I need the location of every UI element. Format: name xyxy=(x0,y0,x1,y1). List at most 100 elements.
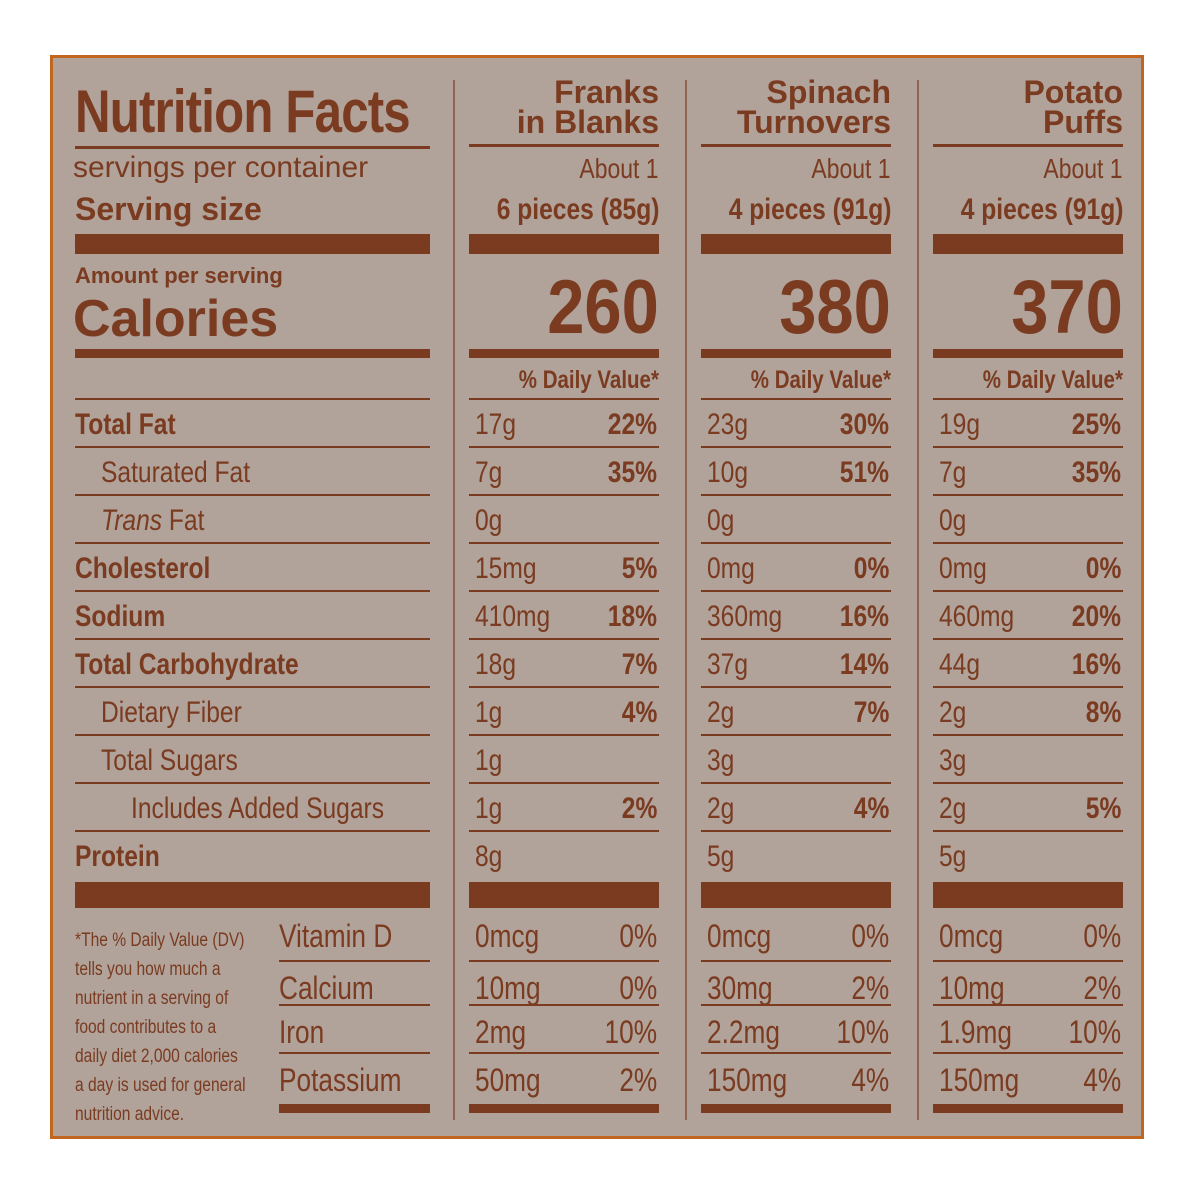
medium-rule xyxy=(701,349,891,358)
nutrient-dv: 25% xyxy=(1071,408,1121,441)
row-rule xyxy=(469,782,659,784)
thick-rule xyxy=(933,882,1123,908)
product-column: Franks in Blanks About 1 6 pieces (85g) 260%… xyxy=(469,58,659,1142)
row-rule xyxy=(701,686,891,688)
row-rule xyxy=(469,734,659,736)
vitamin-amount: 0mcg xyxy=(475,918,540,954)
serving-size-value: 4 pieces (91g) xyxy=(728,193,891,226)
nutrient-label: Saturated Fat xyxy=(101,458,250,488)
row-rule xyxy=(75,398,430,400)
nutrient-dv: 14% xyxy=(839,648,889,681)
thick-rule xyxy=(469,882,659,908)
thick-rule xyxy=(701,234,891,254)
row-rule xyxy=(701,830,891,832)
vitamin-label: Potassium xyxy=(279,1062,402,1098)
row-rule xyxy=(469,542,659,544)
row-rule xyxy=(701,638,891,640)
nutrient-amount: 1g xyxy=(475,696,503,729)
nutrient-name: Cholesterol xyxy=(75,552,211,585)
bottom-rule xyxy=(469,1104,659,1113)
row-rule xyxy=(933,830,1123,832)
row-rule xyxy=(933,1052,1123,1054)
nutrient-amount: 360mg xyxy=(707,600,783,633)
row-rule xyxy=(469,960,659,962)
nutrient-label: Total Fat xyxy=(75,410,176,440)
nutrient-dv: 8% xyxy=(1085,696,1121,729)
footnote-line: tells you how much a xyxy=(75,959,221,980)
column-divider xyxy=(917,80,919,1120)
vitamin-dv: 2% xyxy=(1083,970,1121,1006)
row-rule xyxy=(701,446,891,448)
vitamin-dv: 10% xyxy=(604,1014,657,1050)
nutrient-dv: 16% xyxy=(1071,648,1121,681)
bottom-rule xyxy=(701,1104,891,1113)
vitamin-amount: 150mg xyxy=(939,1062,1020,1098)
product-name-line1: Potato xyxy=(1023,74,1123,110)
row-rule xyxy=(469,590,659,592)
row-rule xyxy=(933,960,1123,962)
row-rule xyxy=(933,782,1123,784)
row-rule xyxy=(701,960,891,962)
row-rule xyxy=(469,1052,659,1054)
vitamin-amount: 0mcg xyxy=(707,918,772,954)
row-rule xyxy=(75,494,430,496)
vitamin-amount: 2.2mg xyxy=(707,1014,780,1050)
nutrient-dv: 35% xyxy=(607,456,657,489)
nutrient-name: Protein xyxy=(75,840,160,873)
row-rule xyxy=(701,782,891,784)
nutrition-facts-panel: Nutrition Facts servings per container S… xyxy=(50,55,1144,1139)
nutrient-amount: 19g xyxy=(939,408,981,441)
column-divider xyxy=(453,80,455,1120)
row-rule xyxy=(469,398,659,400)
nutrient-amount: 7g xyxy=(939,456,967,489)
nutrient-label: Dietary Fiber xyxy=(101,698,242,728)
nutrient-amount: 0mg xyxy=(939,552,987,585)
thick-rule xyxy=(933,234,1123,254)
row-rule xyxy=(75,446,430,448)
row-rule xyxy=(701,494,891,496)
nutrient-name: Trans xyxy=(101,504,163,537)
row-rule xyxy=(933,398,1123,400)
footnote-line: *The % Daily Value (DV) xyxy=(75,930,245,951)
nutrient-dv: 7% xyxy=(853,696,889,729)
row-rule xyxy=(701,398,891,400)
nutrient-dv: 51% xyxy=(839,456,889,489)
nutrient-dv: 16% xyxy=(839,600,889,633)
nutrient-dv: 35% xyxy=(1071,456,1121,489)
footnote-line: a day is used for general xyxy=(75,1075,246,1096)
nutrient-dv: 7% xyxy=(621,648,657,681)
nutrient-amount: 5g xyxy=(939,840,967,873)
nutrient-name: Total Fat xyxy=(75,408,176,441)
nutrient-name: Saturated Fat xyxy=(101,456,251,489)
row-rule xyxy=(75,590,430,592)
row-rule xyxy=(75,734,430,736)
vitamin-label: Vitamin D xyxy=(279,918,393,954)
nutrient-dv: 0% xyxy=(1085,552,1121,585)
nutrient-amount: 460mg xyxy=(939,600,1015,633)
nutrient-name: Total Carbohydrate xyxy=(75,648,299,681)
nutrient-amount: 2g xyxy=(939,792,967,825)
row-rule xyxy=(75,542,430,544)
row-rule xyxy=(933,590,1123,592)
vitamin-dv: 10% xyxy=(836,1014,889,1050)
title-rule xyxy=(75,146,430,149)
nutrient-dv: 18% xyxy=(607,600,657,633)
row-rule xyxy=(75,830,430,832)
label-title: Nutrition Facts xyxy=(75,78,411,145)
amount-per-serving: Amount per serving xyxy=(75,263,283,288)
vitamin-label: Iron xyxy=(279,1014,325,1050)
product-name-line2: in Blanks xyxy=(516,104,659,140)
vitamin-dv: 10% xyxy=(1068,1014,1121,1050)
nutrient-amount: 0g xyxy=(707,504,735,537)
nutrient-label: Total Carbohydrate xyxy=(75,650,299,680)
title-rule xyxy=(701,144,891,147)
row-rule xyxy=(701,590,891,592)
column-divider xyxy=(685,80,687,1120)
servings-label: servings per container xyxy=(73,151,369,184)
row-rule xyxy=(469,494,659,496)
calories-value: 260 xyxy=(547,265,659,350)
product-name-line1: Franks xyxy=(554,74,659,110)
row-rule xyxy=(279,1004,430,1006)
vitamin-dv: 4% xyxy=(1083,1062,1121,1098)
title-rule xyxy=(933,144,1123,147)
